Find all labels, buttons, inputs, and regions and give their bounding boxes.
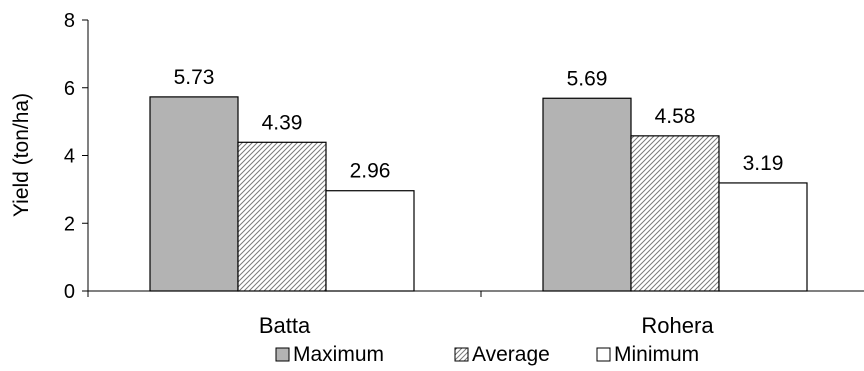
y-tick-label-8: 8 — [64, 10, 75, 32]
bar-rohera-minimum — [718, 182, 808, 292]
y-tick-label-0: 0 — [64, 281, 75, 303]
legend-label-average: Average — [472, 343, 550, 366]
bars-layer — [149, 96, 808, 292]
y-axis-title: Yield (ton/ha) — [10, 93, 33, 217]
bar-batta-maximum — [149, 96, 239, 292]
legend-label-minimum: Minimum — [614, 343, 699, 366]
legend-label-maximum: Maximum — [293, 343, 384, 366]
category-label-rohera: Rohera — [641, 313, 714, 338]
legend-swatch-average — [454, 347, 469, 362]
legend: Maximum Average Minimum — [275, 343, 699, 366]
data-labels-layer: 5.73 4.39 2.96 5.69 4.58 3.19 — [174, 66, 784, 183]
legend-swatch-minimum — [596, 347, 611, 362]
bar-rohera-average — [630, 135, 720, 292]
data-label-batta-minimum: 2.96 — [350, 160, 391, 183]
y-tick-label-2: 2 — [64, 213, 75, 235]
x-axis-ticks — [87, 291, 482, 297]
data-label-rohera-minimum: 3.19 — [743, 152, 784, 175]
y-tick-label-6: 6 — [64, 78, 75, 100]
category-label-batta: Batta — [259, 313, 311, 338]
bar-rohera-maximum — [542, 97, 632, 292]
data-label-rohera-average: 4.58 — [655, 105, 696, 128]
category-labels: Batta Rohera — [259, 313, 715, 338]
data-label-rohera-maximum: 5.69 — [567, 67, 608, 90]
bar-batta-average — [237, 141, 327, 292]
data-label-batta-maximum: 5.73 — [174, 66, 215, 89]
bar-batta-minimum — [325, 190, 415, 292]
y-tick-label-4: 4 — [64, 146, 75, 168]
legend-swatch-maximum — [275, 347, 290, 362]
data-label-batta-average: 4.39 — [262, 111, 303, 134]
y-axis-ticks: 0 2 4 6 8 — [64, 10, 88, 303]
